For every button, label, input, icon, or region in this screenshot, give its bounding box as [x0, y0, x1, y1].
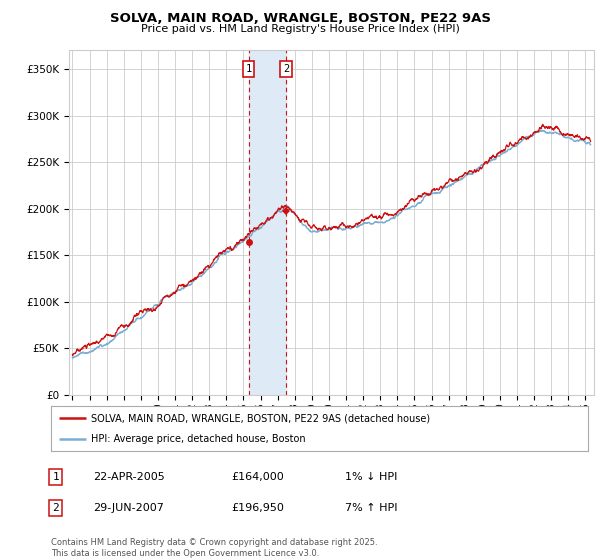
Text: 1: 1: [245, 64, 252, 74]
Text: 2: 2: [283, 64, 289, 74]
Text: HPI: Average price, detached house, Boston: HPI: Average price, detached house, Bost…: [91, 433, 306, 444]
Text: SOLVA, MAIN ROAD, WRANGLE, BOSTON, PE22 9AS (detached house): SOLVA, MAIN ROAD, WRANGLE, BOSTON, PE22 …: [91, 413, 430, 423]
Bar: [249, 50, 286, 395]
Text: 1: 1: [52, 472, 59, 482]
Text: 2: 2: [52, 503, 59, 513]
Text: SOLVA, MAIN ROAD, WRANGLE, BOSTON, PE22 9AS: SOLVA, MAIN ROAD, WRANGLE, BOSTON, PE22 …: [110, 12, 491, 25]
Text: 1% ↓ HPI: 1% ↓ HPI: [345, 472, 397, 482]
Text: Contains HM Land Registry data © Crown copyright and database right 2025.
This d: Contains HM Land Registry data © Crown c…: [51, 538, 377, 558]
Text: Price paid vs. HM Land Registry's House Price Index (HPI): Price paid vs. HM Land Registry's House …: [140, 24, 460, 34]
Text: £196,950: £196,950: [231, 503, 284, 513]
Text: 7% ↑ HPI: 7% ↑ HPI: [345, 503, 398, 513]
Text: 22-APR-2005: 22-APR-2005: [93, 472, 165, 482]
Text: 29-JUN-2007: 29-JUN-2007: [93, 503, 164, 513]
Text: £164,000: £164,000: [231, 472, 284, 482]
